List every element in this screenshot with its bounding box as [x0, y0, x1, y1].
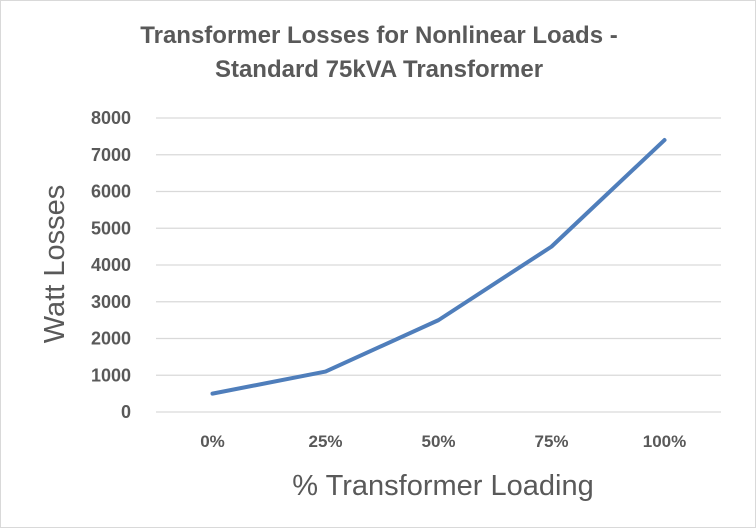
- x-tick-label: 100%: [643, 432, 686, 451]
- y-tick-labels: 0 1000 2000 3000 4000 5000 6000 7000 8000: [91, 108, 131, 422]
- x-tick-label: 25%: [308, 432, 342, 451]
- y-tick-label: 0: [121, 402, 131, 422]
- x-tick-label: 50%: [421, 432, 455, 451]
- y-tick-label: 7000: [91, 145, 131, 165]
- gridlines: [156, 118, 721, 412]
- y-tick-label: 3000: [91, 292, 131, 312]
- y-tick-label: 1000: [91, 365, 131, 385]
- series-line: [213, 140, 665, 394]
- y-tick-label: 2000: [91, 329, 131, 349]
- y-tick-label: 5000: [91, 218, 131, 238]
- x-axis-label: % Transformer Loading: [292, 470, 593, 502]
- series-lines: [212, 140, 664, 394]
- y-tick-label: 4000: [91, 255, 131, 275]
- y-axis-label: Watt Losses: [39, 185, 71, 343]
- x-tick-label: 0%: [200, 432, 225, 451]
- x-tick-labels: 0% 25% 50% 75% 100%: [200, 432, 686, 451]
- y-tick-label: 8000: [91, 108, 131, 128]
- x-tick-label: 75%: [534, 432, 568, 451]
- y-tick-label: 6000: [91, 182, 131, 202]
